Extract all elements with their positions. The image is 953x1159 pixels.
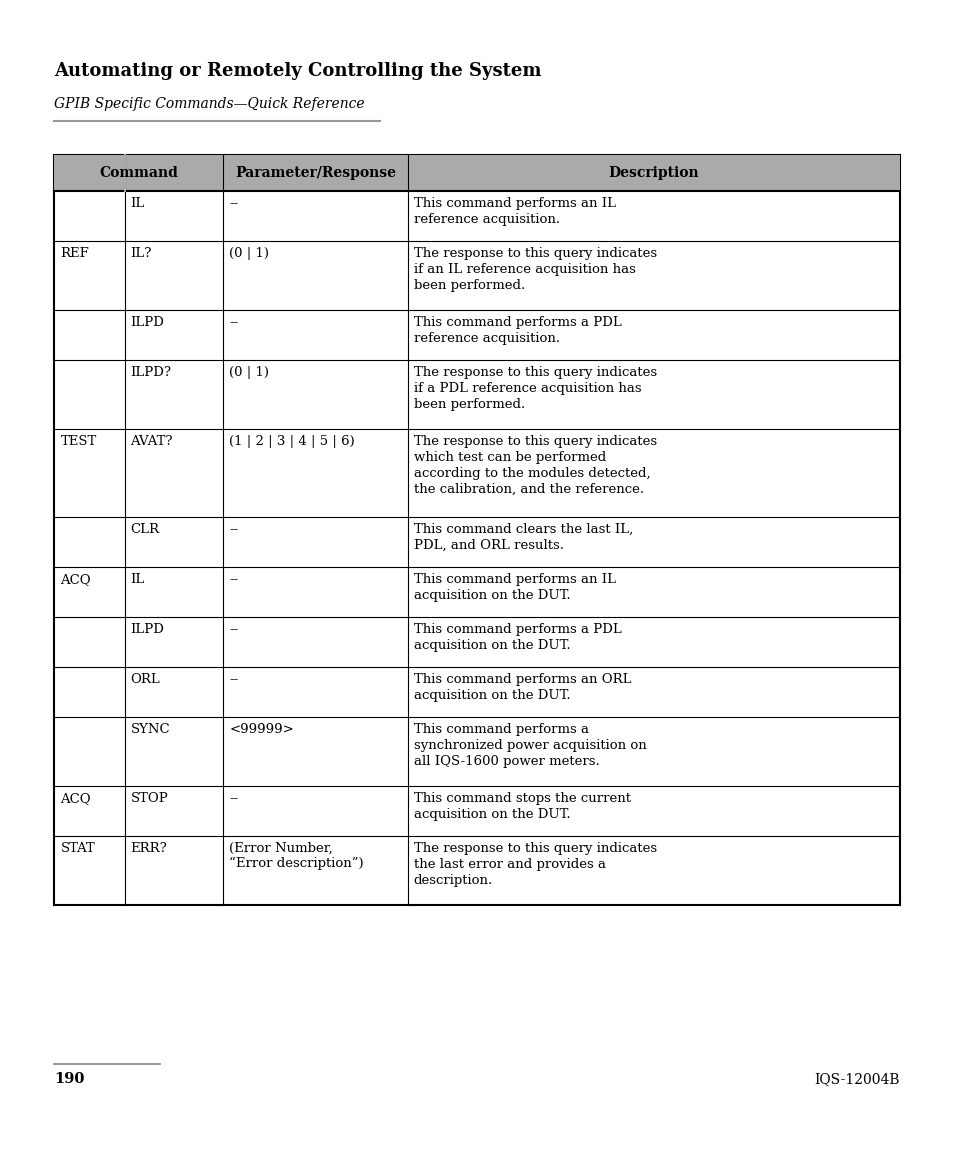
Text: ACQ: ACQ (60, 573, 91, 586)
Text: ILPD: ILPD (131, 624, 164, 636)
Text: (Error Number,
“Error description”): (Error Number, “Error description”) (229, 841, 364, 870)
Text: --: -- (229, 573, 238, 586)
Text: This command performs a
synchronized power acquisition on
all IQS-1600 power met: This command performs a synchronized pow… (414, 723, 646, 768)
Text: This command performs an IL
reference acquisition.: This command performs an IL reference ac… (414, 197, 615, 226)
Text: --: -- (229, 316, 238, 329)
Text: --: -- (229, 197, 238, 210)
Text: SYNC: SYNC (131, 723, 170, 736)
Text: The response to this query indicates
which test can be performed
according to th: The response to this query indicates whi… (414, 435, 656, 496)
Text: 190: 190 (54, 1072, 84, 1086)
Text: STAT: STAT (60, 841, 95, 855)
Text: <99999>: <99999> (229, 723, 294, 736)
Text: IQS-12004B: IQS-12004B (813, 1072, 899, 1086)
Text: AVAT?: AVAT? (131, 435, 172, 449)
Text: Command: Command (99, 166, 178, 180)
Text: ILPD?: ILPD? (131, 366, 172, 379)
Text: ILPD: ILPD (131, 316, 164, 329)
Text: --: -- (229, 673, 238, 686)
Bar (54, 155, 899, 905)
Text: The response to this query indicates
the last error and provides a
description.: The response to this query indicates the… (414, 841, 656, 887)
Text: The response to this query indicates
if an IL reference acquisition has
been per: The response to this query indicates if … (414, 247, 656, 292)
Text: (0 | 1): (0 | 1) (229, 366, 269, 379)
Text: TEST: TEST (60, 435, 96, 449)
Text: This command performs an IL
acquisition on the DUT.: This command performs an IL acquisition … (414, 573, 615, 602)
Text: IL: IL (131, 573, 145, 586)
Text: --: -- (229, 792, 238, 806)
Text: ORL: ORL (131, 673, 160, 686)
Text: ACQ: ACQ (60, 792, 91, 806)
Text: This command performs a PDL
reference acquisition.: This command performs a PDL reference ac… (414, 316, 620, 345)
Text: IL?: IL? (131, 247, 152, 260)
Text: (0 | 1): (0 | 1) (229, 247, 269, 260)
Text: This command performs a PDL
acquisition on the DUT.: This command performs a PDL acquisition … (414, 624, 620, 653)
Text: Automating or Remotely Controlling the System: Automating or Remotely Controlling the S… (54, 61, 541, 80)
Text: (1 | 2 | 3 | 4 | 5 | 6): (1 | 2 | 3 | 4 | 5 | 6) (229, 435, 355, 449)
Text: The response to this query indicates
if a PDL reference acquisition has
been per: The response to this query indicates if … (414, 366, 656, 411)
Text: This command performs an ORL
acquisition on the DUT.: This command performs an ORL acquisition… (414, 673, 631, 702)
Text: IL: IL (131, 197, 145, 210)
Text: This command stops the current
acquisition on the DUT.: This command stops the current acquisiti… (414, 792, 630, 821)
Text: --: -- (229, 523, 238, 535)
Bar (54, 155, 899, 191)
Text: ERR?: ERR? (131, 841, 167, 855)
Text: GPIB Specific Commands—Quick Reference: GPIB Specific Commands—Quick Reference (54, 97, 364, 111)
Text: --: -- (229, 624, 238, 636)
Text: This command clears the last IL,
PDL, and ORL results.: This command clears the last IL, PDL, an… (414, 523, 632, 552)
Text: STOP: STOP (131, 792, 168, 806)
Text: REF: REF (60, 247, 89, 260)
Text: Description: Description (608, 166, 699, 180)
Text: CLR: CLR (131, 523, 159, 535)
Text: Parameter/Response: Parameter/Response (234, 166, 395, 180)
